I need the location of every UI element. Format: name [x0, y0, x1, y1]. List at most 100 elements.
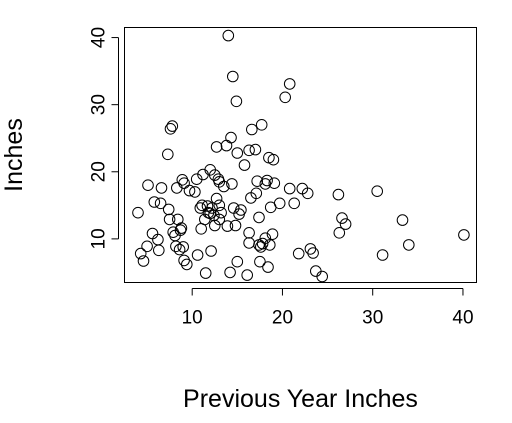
data-point	[225, 131, 237, 144]
data-point	[209, 169, 221, 181]
data-point	[243, 237, 255, 249]
data-point	[213, 176, 226, 188]
y-axis-label: Inches	[0, 118, 28, 192]
data-point	[229, 219, 242, 232]
data-point	[141, 240, 153, 253]
data-point	[243, 144, 255, 157]
data-point	[310, 265, 322, 277]
y-tick-label: 30	[89, 94, 110, 115]
data-point	[332, 188, 345, 201]
data-point	[164, 123, 177, 135]
data-point	[210, 192, 223, 205]
data-point	[205, 245, 217, 257]
data-point	[256, 237, 269, 250]
data-point	[283, 182, 296, 195]
data-point	[153, 244, 165, 257]
data-point	[292, 247, 305, 260]
data-point	[213, 213, 226, 226]
data-point	[243, 227, 255, 239]
data-point	[336, 212, 348, 224]
data-point	[371, 185, 384, 197]
x-tick-label: 30	[362, 308, 383, 329]
data-point	[259, 232, 272, 244]
data-point	[288, 197, 301, 210]
data-point	[222, 29, 235, 42]
data-point	[333, 227, 346, 239]
x-tick-label: 10	[182, 308, 203, 329]
data-point	[307, 247, 319, 259]
data-point	[227, 70, 239, 83]
data-point	[191, 249, 204, 261]
data-point	[254, 255, 266, 268]
data-point	[221, 220, 234, 232]
data-point	[283, 78, 296, 90]
data-point	[218, 180, 230, 193]
data-point	[316, 270, 329, 283]
data-point	[162, 148, 174, 161]
data-point	[170, 240, 182, 253]
data-point	[241, 269, 253, 281]
data-point	[246, 123, 258, 136]
y-tick-label: 10	[89, 228, 110, 249]
data-point	[213, 199, 226, 212]
data-point	[171, 182, 183, 194]
data-point	[250, 187, 263, 200]
data-point	[231, 255, 244, 268]
data-point	[152, 233, 164, 246]
data-point	[458, 229, 470, 241]
data-point	[249, 143, 262, 156]
data-point	[224, 266, 236, 279]
data-point	[267, 153, 280, 166]
data-point	[137, 255, 150, 267]
data-point	[154, 197, 167, 210]
data-point	[173, 243, 186, 256]
data-point	[162, 203, 175, 216]
data-point	[396, 214, 409, 226]
x-axis-label: Previous Year Inches	[183, 385, 418, 413]
data-point	[178, 254, 190, 267]
data-point	[163, 213, 176, 226]
data-point	[339, 218, 352, 230]
data-point	[230, 95, 243, 108]
data-point	[301, 187, 314, 200]
data-point	[183, 184, 196, 197]
data-point	[403, 239, 415, 251]
data-point	[181, 258, 193, 271]
data-point	[209, 219, 221, 232]
data-points	[132, 29, 470, 283]
x-axis: 10 20 30 40	[182, 288, 474, 329]
data-point	[268, 177, 281, 189]
data-point	[262, 261, 274, 273]
data-point	[376, 249, 389, 261]
data-point	[206, 202, 218, 214]
data-point	[142, 179, 154, 191]
y-tick-label: 40	[89, 27, 110, 48]
data-point	[227, 202, 240, 214]
data-point	[134, 247, 147, 260]
data-point	[235, 204, 247, 216]
y-axis: 10 20 30 40	[89, 27, 119, 249]
data-point	[231, 147, 244, 159]
data-point	[189, 186, 201, 198]
y-tick-label: 20	[89, 161, 110, 182]
data-point	[199, 267, 212, 279]
data-point	[220, 139, 233, 152]
data-point	[264, 239, 276, 251]
data-point	[210, 141, 223, 153]
data-point	[279, 91, 292, 104]
data-point	[253, 211, 265, 224]
data-point	[261, 174, 273, 187]
data-point	[266, 228, 279, 240]
data-point	[175, 222, 188, 234]
data-point	[166, 120, 179, 132]
data-point	[148, 196, 161, 208]
data-point	[251, 175, 264, 187]
data-point	[178, 177, 190, 189]
data-point	[226, 178, 238, 190]
plot-frame	[124, 27, 477, 283]
data-point	[190, 173, 203, 185]
data-point	[132, 206, 144, 219]
x-tick-label: 20	[272, 308, 293, 329]
data-point	[155, 182, 168, 194]
